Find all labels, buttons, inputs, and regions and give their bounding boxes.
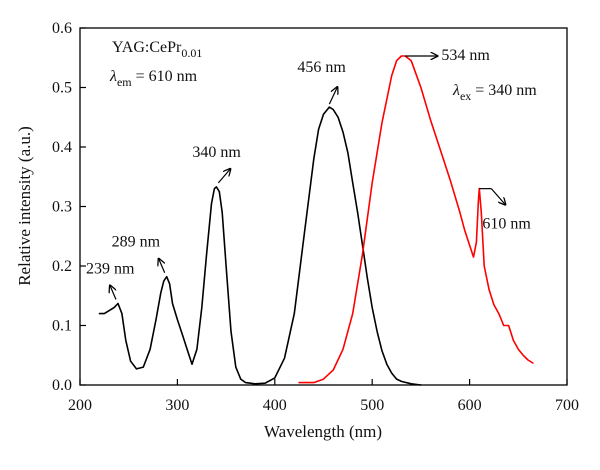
y-tick-label: 0.4 <box>52 139 72 156</box>
peak-label: 340 nm <box>192 144 241 161</box>
y-axis-title: Relative intensity (a.u.) <box>15 126 34 286</box>
x-tick-label: 400 <box>263 397 287 414</box>
legend-sample-label: YAG:CePr0.01 <box>112 39 202 60</box>
legend-block: YAG:CePr0.01 λem = 610 nm λex = 340 nm <box>109 39 537 103</box>
excitation-spectrum-line <box>98 106 422 386</box>
x-tick-label: 600 <box>458 397 482 414</box>
annotation-arrow <box>328 87 337 105</box>
peak-label: 239 nm <box>86 260 135 277</box>
peak-label: 456 nm <box>297 59 346 76</box>
y-tick-label: 0.3 <box>52 199 72 216</box>
annotation-arrow <box>490 188 505 205</box>
y-tick-label: 0.5 <box>52 80 72 97</box>
legend-excitation-condition: λem = 610 nm <box>109 68 198 89</box>
x-tick-label: 200 <box>68 397 92 414</box>
peak-label: 534 nm <box>441 47 490 64</box>
y-tick-label: 0.6 <box>52 20 72 37</box>
x-tick-label: 700 <box>555 397 579 414</box>
y-tick-label: 0.0 <box>52 377 72 394</box>
y-tick-label: 0.2 <box>52 258 72 275</box>
legend-emission-condition: λex = 340 nm <box>452 82 537 103</box>
y-tick-label: 0.1 <box>52 318 72 335</box>
x-tick-label: 500 <box>360 397 384 414</box>
annotation-arrow <box>217 169 230 184</box>
x-axis-title: Wavelength (nm) <box>264 422 382 441</box>
annotation-arrow <box>159 259 166 273</box>
x-tick-label: 300 <box>165 397 189 414</box>
annotation-layer: 239 nm 289 nm 340 nm 456 nm 534 nm 610 nm <box>86 47 531 300</box>
y-axis-ticks: 0.0 0.1 0.2 0.3 0.4 0.5 0.6 <box>52 20 86 394</box>
peak-label: 289 nm <box>112 234 161 251</box>
annotation-arrow <box>110 285 117 300</box>
peak-label: 610 nm <box>482 216 531 233</box>
emission-spectrum-line <box>298 55 534 384</box>
x-axis-ticks: 200 300 400 500 600 700 <box>68 379 579 414</box>
series-layer <box>98 55 534 386</box>
